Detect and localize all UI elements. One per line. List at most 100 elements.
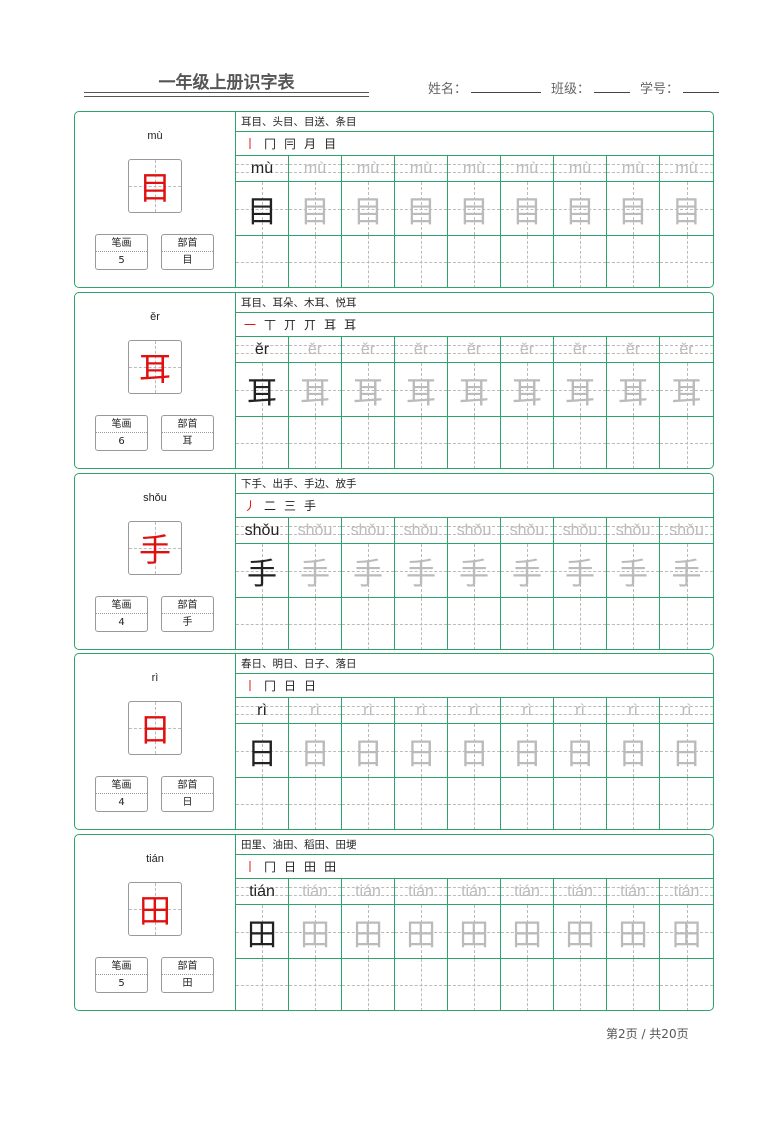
pinyin-cell: shǒu bbox=[607, 518, 660, 543]
practice-cell[interactable] bbox=[289, 778, 342, 829]
pinyin-cell: shǒu bbox=[554, 518, 607, 543]
practice-cell[interactable] bbox=[236, 236, 289, 287]
char-display: 手 bbox=[128, 521, 182, 575]
practice-cell[interactable] bbox=[342, 778, 395, 829]
stroke-count-box: 笔画 5 bbox=[95, 234, 148, 270]
char-row: 手手手手手手手手手 bbox=[236, 544, 713, 598]
stroke-order: 丿二三手 bbox=[236, 494, 713, 518]
practice-cell[interactable] bbox=[554, 959, 607, 1010]
practice-cell[interactable] bbox=[501, 959, 554, 1010]
practice-cell[interactable] bbox=[501, 417, 554, 468]
practice-cell[interactable] bbox=[395, 598, 448, 649]
character-card: shǒu 手 笔画 4 部首手 下手、出手、手边、放手 丿二三手 shǒu shǒu… bbox=[74, 473, 714, 650]
pinyin-cell: tián bbox=[236, 879, 289, 904]
practice-cell[interactable] bbox=[660, 778, 713, 829]
char-cell: 耳 bbox=[342, 363, 395, 416]
practice-cell[interactable] bbox=[660, 598, 713, 649]
practice-cell[interactable] bbox=[554, 417, 607, 468]
practice-cell[interactable] bbox=[395, 959, 448, 1010]
stroke-step: 目 bbox=[324, 137, 339, 151]
stroke-step: 日 bbox=[284, 679, 299, 693]
practice-cell[interactable] bbox=[607, 778, 660, 829]
pinyin-cell: ěr bbox=[607, 337, 660, 362]
practice-cell[interactable] bbox=[448, 417, 501, 468]
practice-grid: 耳目、耳朵、木耳、悦耳 一丅丌丌耳耳 ěr ěr ěr ěr ěr ěr ěr ěr ěr 耳耳… bbox=[236, 293, 713, 468]
practice-cell[interactable] bbox=[448, 236, 501, 287]
pinyin-cell: tián bbox=[342, 879, 395, 904]
practice-cell[interactable] bbox=[289, 959, 342, 1010]
char-cell: 日 bbox=[395, 724, 448, 777]
practice-cell[interactable] bbox=[448, 778, 501, 829]
pinyin-cell: mù bbox=[395, 156, 448, 181]
char-cell: 目 bbox=[395, 182, 448, 235]
stroke-step: 冂 bbox=[264, 860, 279, 874]
name-label: 姓名： bbox=[428, 78, 542, 97]
pinyin-cell: ěr bbox=[236, 337, 289, 362]
char-info: ěr 耳 笔画 6 部首耳 bbox=[75, 293, 236, 468]
practice-cell[interactable] bbox=[342, 598, 395, 649]
char-pinyin: mù bbox=[147, 130, 163, 142]
practice-cell[interactable] bbox=[289, 598, 342, 649]
class-label: 班级： bbox=[551, 78, 631, 97]
pinyin-row: tián tián tián tián tián tián tián tián tián bbox=[236, 879, 713, 905]
practice-cell[interactable] bbox=[660, 417, 713, 468]
char-info: mù 目 笔画 5 部首目 bbox=[75, 112, 236, 287]
practice-cell[interactable] bbox=[607, 417, 660, 468]
practice-cell[interactable] bbox=[607, 236, 660, 287]
practice-cell[interactable] bbox=[448, 959, 501, 1010]
char-cell: 手 bbox=[501, 544, 554, 597]
practice-cell[interactable] bbox=[342, 417, 395, 468]
stroke-step: 丿 bbox=[244, 499, 259, 513]
practice-cell[interactable] bbox=[501, 778, 554, 829]
practice-cell[interactable] bbox=[236, 959, 289, 1010]
practice-cell[interactable] bbox=[607, 959, 660, 1010]
stroke-count-box: 笔画 6 bbox=[95, 415, 148, 451]
practice-grid: 春日、明日、日子、落日 丨冂日日 rì rì rì rì rì rì rì rì rì 日日日日… bbox=[236, 654, 713, 829]
practice-cell[interactable] bbox=[289, 236, 342, 287]
practice-cell[interactable] bbox=[289, 417, 342, 468]
char-cell: 耳 bbox=[660, 363, 713, 416]
pinyin-cell: tián bbox=[660, 879, 713, 904]
stroke-step: 田 bbox=[324, 860, 339, 874]
char-cell: 耳 bbox=[289, 363, 342, 416]
practice-cell[interactable] bbox=[342, 959, 395, 1010]
practice-cell[interactable] bbox=[236, 778, 289, 829]
radical-box: 部首手 bbox=[161, 596, 214, 632]
stroke-order: 丨冂冃月目 bbox=[236, 132, 713, 156]
char-display: 日 bbox=[128, 701, 182, 755]
char-cell: 手 bbox=[342, 544, 395, 597]
practice-cell[interactable] bbox=[554, 598, 607, 649]
stroke-count-box: 笔画 4 bbox=[95, 596, 148, 632]
char-cell: 目 bbox=[289, 182, 342, 235]
char-cell: 耳 bbox=[236, 363, 289, 416]
word-examples: 春日、明日、日子、落日 bbox=[236, 654, 713, 674]
pinyin-cell: mù bbox=[501, 156, 554, 181]
radical-box: 部首耳 bbox=[161, 415, 214, 451]
practice-cell[interactable] bbox=[395, 236, 448, 287]
char-cell: 手 bbox=[660, 544, 713, 597]
practice-cell[interactable] bbox=[554, 236, 607, 287]
pinyin-cell: mù bbox=[289, 156, 342, 181]
practice-cell[interactable] bbox=[660, 959, 713, 1010]
practice-cell[interactable] bbox=[342, 236, 395, 287]
stroke-order: 丨冂日田田 bbox=[236, 855, 713, 879]
practice-cell[interactable] bbox=[395, 778, 448, 829]
char-cell: 田 bbox=[554, 905, 607, 958]
practice-cell[interactable] bbox=[607, 598, 660, 649]
char-cell: 耳 bbox=[395, 363, 448, 416]
practice-cell[interactable] bbox=[236, 598, 289, 649]
class-field[interactable] bbox=[594, 79, 631, 93]
practice-cell[interactable] bbox=[395, 417, 448, 468]
char-cell: 田 bbox=[342, 905, 395, 958]
name-field[interactable] bbox=[471, 79, 542, 93]
practice-cell[interactable] bbox=[501, 236, 554, 287]
practice-cell[interactable] bbox=[660, 236, 713, 287]
practice-cell[interactable] bbox=[554, 778, 607, 829]
practice-cell[interactable] bbox=[501, 598, 554, 649]
practice-cell[interactable] bbox=[236, 417, 289, 468]
id-field[interactable] bbox=[683, 79, 720, 93]
char-info: tián 田 笔画 5 部首田 bbox=[75, 835, 236, 1010]
practice-cell[interactable] bbox=[448, 598, 501, 649]
radical-box: 部首田 bbox=[161, 957, 214, 993]
blank-row bbox=[236, 236, 713, 287]
